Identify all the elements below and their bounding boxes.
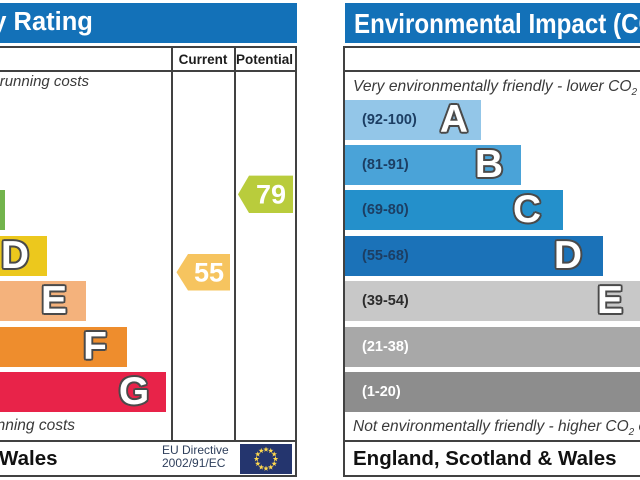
svg-text:79: 79 [256,180,286,210]
svg-text:55: 55 [194,258,224,288]
